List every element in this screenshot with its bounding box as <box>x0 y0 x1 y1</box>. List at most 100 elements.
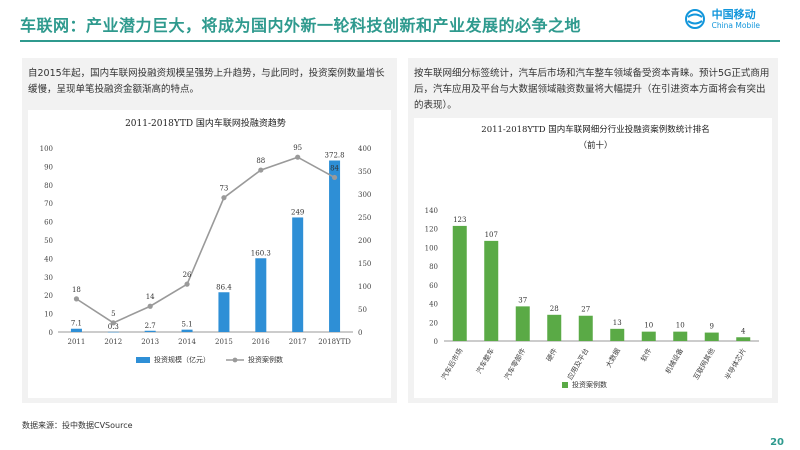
right-axis-tick-label: 50 <box>358 306 367 314</box>
bar-data-label: 160.3 <box>251 249 271 257</box>
bar-data-label: 86.4 <box>216 283 232 291</box>
line-data-label: 5 <box>111 310 115 318</box>
bar-investment-amount <box>70 328 82 332</box>
x-axis-category-label: 软件 <box>639 347 654 364</box>
bar-data-label: 123 <box>453 216 466 224</box>
bar-data-label: 7.1 <box>71 320 82 328</box>
line-data-label: 18 <box>72 286 81 294</box>
bar-data-label: 5.1 <box>181 321 192 329</box>
x-axis-category-label: 2015 <box>215 338 233 346</box>
bar-investment-amount <box>292 217 304 332</box>
bar-data-label: 28 <box>550 305 559 313</box>
line-case-count <box>76 156 335 324</box>
left-axis-tick-label: 40 <box>44 255 53 263</box>
right-panel: 按车联网细分标签统计，汽车后市场和汽车整车领域备受资本青睐。预计5G正式商用后，… <box>408 58 778 403</box>
bar-investment-amount <box>218 292 230 332</box>
left-axis-tick-label: 0 <box>49 329 53 337</box>
bar-investment-amount <box>107 331 119 333</box>
x-axis-category-label: 半导体芯片 <box>723 347 748 382</box>
ranking-chart: 2011-2018YTD 国内车联网细分行业投融资案例数统计排名 （前十） 0 20 4… <box>425 124 759 389</box>
bar-data-label: 107 <box>485 231 498 239</box>
y-axis-tick-label: 40 <box>429 301 438 309</box>
right-axis-tick-label: 400 <box>358 145 371 153</box>
left-axis-tick-label: 80 <box>44 182 53 190</box>
bar-investment-amount <box>144 330 156 332</box>
left-panel: 自2015年起，国内车联网投融资规模呈强势上升趋势，与此同时，投资案例数量增长缓… <box>22 58 397 403</box>
right-axis-tick-label: 250 <box>358 214 371 222</box>
bar-case-count <box>704 332 719 341</box>
bar-case-count <box>452 225 467 341</box>
bar-data-label: 372.8 <box>325 152 345 160</box>
page-number: 20 <box>770 437 784 448</box>
y-axis-tick-label: 80 <box>429 263 438 271</box>
data-source-note: 数据来源：投中数据CVSource <box>22 421 133 430</box>
y-axis-tick-label: 140 <box>425 207 438 215</box>
bar-investment-amount <box>255 258 267 332</box>
left-axis-tick-label: 60 <box>44 219 53 227</box>
bar-case-count <box>578 315 593 341</box>
x-axis-category-label: 应用及平台 <box>565 347 590 382</box>
bar-data-label: 4 <box>741 327 746 335</box>
bar-data-label: 13 <box>613 319 622 327</box>
bar-investment-amount <box>181 329 193 332</box>
y-axis-tick-label: 60 <box>429 282 438 290</box>
line-point-case-count <box>110 320 116 326</box>
x-axis-category-label: 机械设备 <box>663 347 685 376</box>
x-axis-category-label: 汽车整车 <box>474 347 496 376</box>
china-mobile-logo-icon <box>684 9 705 29</box>
header-divider <box>20 40 780 42</box>
left-axis-tick-label: 50 <box>44 237 53 245</box>
left-axis-tick-label: 10 <box>44 311 53 319</box>
left-axis-tick-label: 90 <box>44 163 53 171</box>
right-axis-tick-label: 200 <box>358 237 371 245</box>
legend-swatch-bar <box>562 382 568 388</box>
bar-case-count <box>610 328 625 341</box>
logo-text-en: China Mobile <box>711 20 760 30</box>
line-data-label: 84 <box>330 164 339 172</box>
y-axis-tick-label: 100 <box>425 244 438 252</box>
legend-label-line: 投资案例数 <box>248 355 283 364</box>
ranking-chart-box: 2011-2018YTD 国内车联网细分行业投融资案例数统计排名 （前十） 0 20 4… <box>414 118 772 398</box>
right-axis-tick-label: 100 <box>358 283 371 291</box>
bar-data-label: 249 <box>291 208 304 216</box>
line-point-case-count <box>73 296 80 302</box>
x-axis-category-label: 汽车零部件 <box>502 347 527 382</box>
left-axis-tick-label: 30 <box>44 274 53 282</box>
line-point-case-count <box>184 281 190 287</box>
bar-data-label: 10 <box>676 322 685 330</box>
y-axis-tick-label: 120 <box>425 226 438 234</box>
line-point-case-count <box>147 303 153 309</box>
bar-case-count <box>515 306 530 341</box>
bar-case-count <box>547 314 562 341</box>
x-axis-category-label: 2016 <box>252 338 270 346</box>
bar-case-count <box>641 331 656 341</box>
legend-label-bar: 投资规模（亿元） <box>154 355 210 364</box>
x-axis-category-label: 互联网其他 <box>691 347 716 382</box>
right-axis-tick-label: 150 <box>358 260 371 268</box>
left-axis-tick-label: 20 <box>44 292 53 300</box>
x-axis-category-label: 硬件 <box>544 347 559 364</box>
line-point-case-count <box>331 174 338 181</box>
line-point-case-count <box>258 167 264 173</box>
logo-text-cn: 中国移动 <box>711 7 756 21</box>
line-point-case-count <box>295 154 301 160</box>
bar-case-count <box>484 240 499 341</box>
right-axis-tick-label: 300 <box>358 191 371 199</box>
left-axis-tick-label: 70 <box>44 200 53 208</box>
bar-case-count <box>736 337 751 341</box>
chart-subtitle: （前十） <box>578 140 612 151</box>
y-axis-tick-label: 20 <box>429 319 438 327</box>
bar-data-label: 27 <box>581 306 590 314</box>
line-data-label: 95 <box>293 144 302 152</box>
line-point-case-count <box>221 195 227 201</box>
legend-marker-line <box>232 357 238 363</box>
left-axis-tick-label: 100 <box>40 145 53 153</box>
chart-title: 2011-2018YTD 国内车联网细分行业投融资案例数统计排名 <box>481 124 709 135</box>
x-axis-category-label: 2013 <box>141 338 159 346</box>
x-axis-category-label: 2018YTD <box>318 338 351 346</box>
china-mobile-logo: 中国移动 China Mobile <box>684 8 760 30</box>
right-panel-description: 按车联网细分标签统计，汽车后市场和汽车整车领域备受资本青睐。预计5G正式商用后，… <box>414 68 770 111</box>
bar-data-label: 9 <box>710 323 714 331</box>
x-axis-category-label: 2012 <box>104 338 122 346</box>
x-axis-category-label: 2017 <box>289 338 307 346</box>
